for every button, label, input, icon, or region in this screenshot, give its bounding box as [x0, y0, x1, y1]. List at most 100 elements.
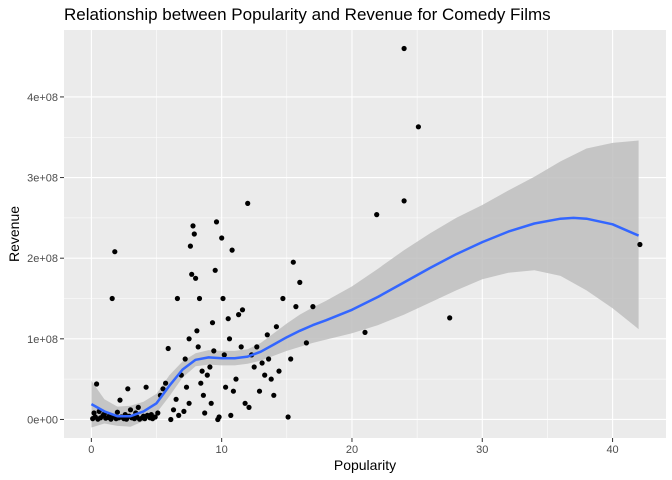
data-point: [262, 372, 268, 378]
data-point: [268, 376, 274, 382]
data-point: [276, 368, 282, 374]
data-point: [245, 200, 251, 206]
data-point: [202, 410, 208, 416]
y-tick-label: 3e+08: [27, 173, 58, 185]
data-point: [148, 412, 154, 418]
data-point: [140, 413, 147, 419]
y-tick-label: 1e+08: [27, 334, 58, 346]
data-point: [211, 348, 217, 354]
data-point: [226, 336, 233, 342]
x-tick-label: 20: [346, 444, 358, 456]
data-point: [186, 400, 192, 406]
data-point: [163, 380, 169, 386]
data-point: [94, 381, 100, 387]
data-point: [208, 400, 214, 406]
data-point: [310, 304, 316, 310]
data-point: [199, 368, 205, 374]
data-point: [246, 404, 252, 410]
data-point: [225, 316, 231, 322]
data-point: [221, 352, 227, 358]
data-point: [212, 267, 218, 273]
data-point: [173, 396, 179, 402]
data-point: [204, 372, 210, 378]
axis-ticks: 0 10 20 30 40 0e+00 1e+08 2e+08 3e+08 4e+08: [27, 92, 619, 456]
y-tick-label: 4e+08: [27, 92, 58, 104]
data-point: [109, 295, 115, 302]
data-point: [191, 231, 197, 237]
data-point: [117, 397, 123, 403]
data-point: [220, 295, 226, 302]
data-point: [447, 315, 453, 321]
data-point: [198, 380, 204, 386]
data-point: [174, 295, 180, 302]
data-point: [273, 324, 279, 330]
confidence-band: [91, 140, 639, 428]
data-point: [213, 219, 220, 225]
data-point: [143, 384, 149, 390]
data-point: [415, 124, 421, 130]
data-point: [362, 329, 368, 335]
data-point: [239, 307, 246, 313]
data-point: [181, 408, 187, 414]
data-point: [374, 212, 380, 218]
data-point: [293, 304, 299, 310]
data-point: [238, 344, 244, 350]
data-point: [303, 340, 309, 346]
data-point: [254, 344, 260, 350]
data-point: [401, 198, 407, 204]
data-point: [182, 356, 188, 362]
data-point: [401, 45, 407, 52]
data-point: [228, 412, 234, 418]
data-point: [233, 376, 239, 382]
grid-major: [64, 30, 666, 438]
data-point: [288, 356, 294, 362]
data-point: [176, 412, 182, 418]
data-point: [259, 360, 265, 366]
x-tick-label: 30: [476, 444, 488, 456]
data-point: [194, 328, 200, 334]
data-point: [160, 386, 166, 392]
data-point: [127, 407, 134, 413]
data-point: [271, 392, 277, 398]
data-point: [183, 384, 190, 390]
data-point: [219, 235, 225, 241]
x-axis-title: Popularity: [334, 457, 396, 473]
y-axis-title: Revenue: [6, 206, 22, 262]
data-point: [112, 249, 118, 255]
data-point: [152, 414, 158, 420]
data-point: [637, 241, 643, 248]
data-point: [223, 384, 229, 390]
data-point: [266, 356, 272, 362]
smooth-line: [90, 216, 640, 418]
data-point: [168, 416, 174, 423]
data-point: [229, 247, 235, 253]
data-point: [135, 404, 141, 410]
data-point: [193, 275, 199, 281]
data-point: [280, 295, 286, 302]
data-point: [290, 259, 296, 265]
data-point: [165, 345, 171, 352]
data-point: [170, 407, 177, 413]
data-point: [207, 364, 213, 370]
data-point: [209, 320, 216, 326]
data-point: [236, 312, 242, 318]
x-tick-label: 40: [606, 444, 618, 456]
data-point: [251, 364, 257, 370]
data-point: [196, 295, 203, 302]
data-point: [264, 332, 270, 338]
data-point: [91, 410, 97, 416]
data-point: [190, 223, 196, 229]
data-point: [189, 271, 195, 277]
data-point: [285, 414, 291, 420]
data-point: [155, 410, 161, 416]
chart-title: Relationship between Popularity and Reve…: [64, 5, 551, 24]
data-point: [230, 388, 236, 394]
data-point: [187, 243, 193, 249]
data-point: [114, 409, 120, 415]
data-point: [125, 386, 131, 392]
data-point: [195, 344, 201, 350]
x-tick-label: 10: [216, 444, 228, 456]
data-point: [297, 279, 303, 285]
x-tick-label: 0: [88, 444, 94, 456]
